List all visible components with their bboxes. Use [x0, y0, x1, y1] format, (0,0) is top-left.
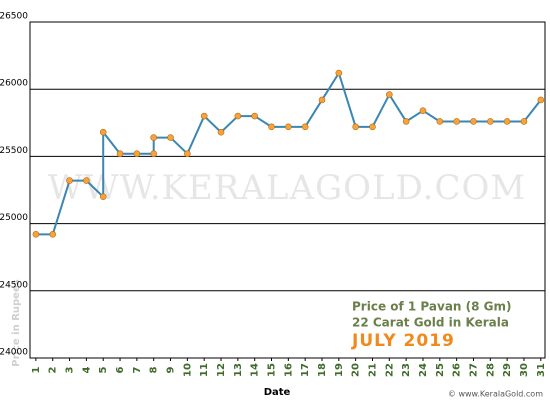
y-tick-label: 26500 [0, 12, 28, 22]
caption-month: JULY 2019 [351, 331, 455, 351]
x-tick-label: 13 [233, 363, 244, 377]
x-tick-label: 4 [81, 366, 92, 373]
x-tick-label: 15 [267, 363, 278, 377]
data-point [184, 150, 191, 158]
data-point [150, 134, 158, 141]
y-tick-label: 25500 [0, 146, 28, 156]
data-point [251, 112, 258, 120]
x-tick-label: 23 [401, 363, 412, 377]
caption: Price of 1 Pavan (8 Gm) [352, 300, 512, 314]
data-point [318, 96, 326, 104]
x-tick-label: 3 [65, 366, 76, 373]
x-tick-label: 8 [149, 366, 160, 373]
data-point [402, 118, 410, 125]
x-tick-label: 20 [351, 363, 362, 377]
x-tick-label: 28 [485, 363, 496, 377]
x-tick-label: 19 [334, 363, 345, 377]
x-tick-label: 18 [317, 363, 328, 377]
x-tick-label: 27 [468, 363, 479, 377]
x-tick-label: 29 [502, 363, 513, 377]
x-tick-label: 16 [283, 363, 294, 377]
x-tick-label: 21 [367, 363, 378, 377]
data-point [352, 123, 359, 131]
x-tick-label: 6 [115, 366, 126, 373]
data-point [335, 69, 343, 77]
x-tick-label: 11 [199, 363, 210, 377]
data-point [537, 96, 545, 104]
data-point [32, 231, 40, 238]
x-tick-label: 17 [300, 363, 311, 377]
data-point [301, 123, 309, 131]
data-point [487, 118, 494, 125]
x-tick-label: 12 [216, 363, 227, 377]
copyright: © www.KeralaGold.com [448, 390, 543, 399]
data-point [167, 134, 174, 141]
data-point [99, 193, 107, 201]
data-point [369, 123, 376, 131]
data-point [470, 118, 477, 125]
x-tick-label: 5 [98, 366, 109, 373]
data-point [268, 123, 275, 131]
x-tick-label: 30 [519, 363, 530, 377]
x-tick-label: 25 [435, 363, 446, 377]
x-axis-label: Date [264, 387, 291, 398]
data-point [520, 118, 528, 125]
y-tick-label: 26000 [0, 79, 28, 89]
data-point [453, 118, 460, 125]
data-point [49, 231, 57, 238]
x-tick-label: 26 [452, 363, 463, 377]
data-point [83, 177, 90, 184]
plot-area [29, 21, 546, 359]
caption: 22 Carat Gold in Kerala [352, 316, 509, 330]
data-point [200, 112, 208, 120]
y-tick-label: 25000 [0, 213, 28, 223]
y-axis-label: Price in Rupees [11, 279, 22, 366]
y-tick-label: 24000 [0, 348, 28, 358]
data-point [99, 128, 107, 136]
x-tick-label: 1 [31, 366, 42, 373]
x-tick-label: 7 [132, 366, 143, 373]
data-point [133, 150, 141, 158]
data-point [234, 112, 242, 120]
x-tick-label: 10 [182, 363, 193, 377]
data-point [419, 107, 427, 115]
data-point [116, 150, 124, 158]
data-point [217, 128, 225, 136]
data-point [436, 118, 444, 125]
x-tick-label: 14 [250, 363, 261, 377]
data-point [285, 123, 292, 131]
x-tick-label: 9 [166, 366, 177, 373]
x-tick-label: 2 [48, 366, 59, 373]
x-tick-label: 24 [418, 363, 429, 377]
watermark: WWW.KERALAGOLD.COM [48, 168, 526, 208]
data-point [66, 177, 73, 184]
x-tick-label: 22 [384, 363, 395, 377]
x-tick-label: 31 [536, 363, 547, 377]
data-point [150, 150, 158, 158]
y-tick-label: 24500 [0, 280, 28, 290]
data-point [386, 91, 393, 98]
data-point [503, 118, 511, 125]
